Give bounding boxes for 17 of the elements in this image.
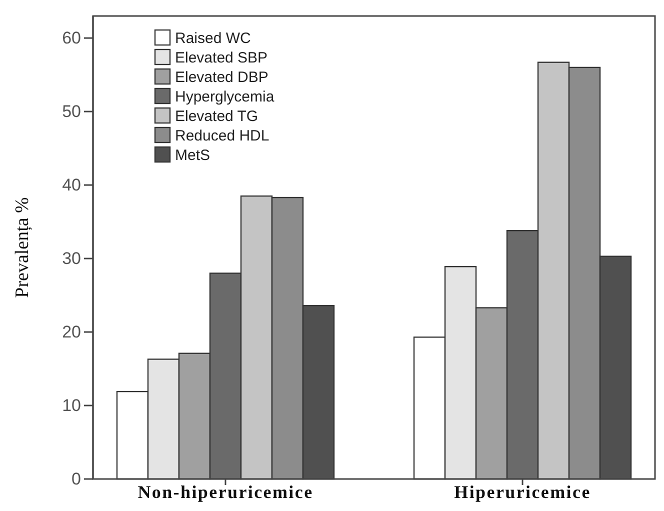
legend-label: Raised WC: [175, 30, 252, 47]
x-tick-label: Hiperuricemice: [454, 482, 591, 502]
legend-label: MetS: [175, 147, 210, 164]
legend-label: Elevated TG: [175, 108, 258, 125]
y-tick-label: 0: [72, 469, 81, 488]
y-tick-label: 50: [62, 102, 81, 121]
y-tick-label: 10: [62, 396, 81, 415]
legend-label: Hyperglycemia: [175, 88, 275, 106]
y-axis-title: Prevalența %: [12, 196, 33, 298]
y-tick-label: 40: [62, 175, 81, 194]
y-tick-label: 60: [62, 28, 81, 48]
legend-label: Elevated SBP: [175, 50, 268, 66]
x-tick-label: Non-hiperuricemice: [138, 482, 314, 502]
y-tick-label: 30: [62, 248, 81, 268]
legend-label: Elevated DBP: [175, 69, 268, 86]
legend-label: Reduced HDL: [175, 128, 270, 144]
y-tick-label: 20: [62, 322, 81, 342]
